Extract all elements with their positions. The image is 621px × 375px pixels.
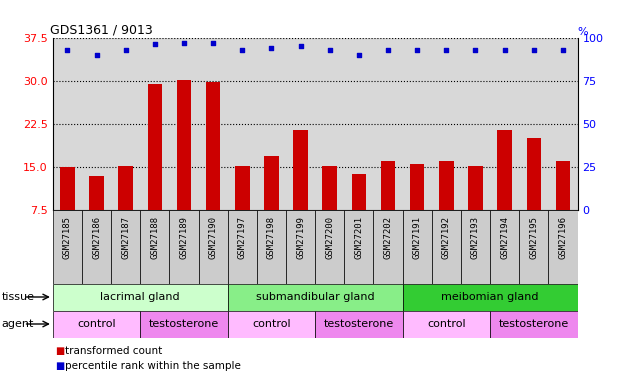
Bar	[119, 166, 133, 210]
Bar	[177, 80, 191, 210]
Bar	[111, 210, 140, 284]
Bar	[315, 310, 402, 338]
Bar	[468, 166, 483, 210]
Bar	[286, 210, 315, 284]
Text: GSM27201: GSM27201	[355, 216, 363, 259]
Bar	[351, 174, 366, 210]
Point	[62, 46, 72, 53]
Bar	[548, 210, 578, 284]
Bar	[89, 176, 104, 210]
Bar	[235, 166, 250, 210]
Point	[500, 46, 510, 53]
Text: GSM27189: GSM27189	[179, 216, 188, 259]
Bar	[344, 210, 373, 284]
Bar	[527, 138, 541, 210]
Text: GSM27195: GSM27195	[529, 216, 538, 259]
Text: transformed count: transformed count	[65, 346, 163, 355]
Bar	[199, 210, 228, 284]
Bar	[293, 130, 308, 210]
Point	[237, 46, 247, 53]
Text: testosterone: testosterone	[149, 319, 219, 329]
Bar	[60, 167, 75, 210]
Text: GDS1361 / 9013: GDS1361 / 9013	[50, 23, 153, 36]
Text: meibomian gland: meibomian gland	[442, 292, 539, 302]
Text: submandibular gland: submandibular gland	[256, 292, 374, 302]
Point	[150, 41, 160, 47]
Bar	[315, 210, 344, 284]
Bar	[490, 310, 578, 338]
Text: control: control	[77, 319, 116, 329]
Bar	[170, 210, 199, 284]
Text: GSM27185: GSM27185	[63, 216, 72, 259]
Text: GSM27202: GSM27202	[384, 216, 392, 259]
Bar	[490, 210, 519, 284]
Text: percentile rank within the sample: percentile rank within the sample	[65, 361, 241, 370]
Point	[296, 43, 306, 49]
Text: tissue: tissue	[1, 292, 34, 302]
Point	[442, 46, 451, 53]
Text: testosterone: testosterone	[324, 319, 394, 329]
Point	[266, 45, 276, 51]
Bar	[257, 210, 286, 284]
Bar	[148, 84, 162, 210]
Bar	[228, 284, 402, 310]
Point	[179, 40, 189, 46]
Text: GSM27199: GSM27199	[296, 216, 305, 259]
Bar	[53, 210, 82, 284]
Text: agent: agent	[1, 319, 34, 329]
Text: control: control	[427, 319, 466, 329]
Text: GSM27192: GSM27192	[442, 216, 451, 259]
Text: GSM27200: GSM27200	[325, 216, 334, 259]
Bar	[556, 161, 570, 210]
Text: lacrimal gland: lacrimal gland	[101, 292, 180, 302]
Bar	[402, 210, 432, 284]
Bar	[373, 210, 402, 284]
Text: GSM27188: GSM27188	[150, 216, 160, 259]
Text: GSM27186: GSM27186	[92, 216, 101, 259]
Text: ■: ■	[55, 346, 64, 355]
Point	[325, 46, 335, 53]
Text: %: %	[578, 27, 588, 37]
Bar	[461, 210, 490, 284]
Point	[354, 52, 364, 58]
Point	[120, 46, 130, 53]
Bar	[381, 161, 396, 210]
Bar	[439, 161, 453, 210]
Text: GSM27196: GSM27196	[558, 216, 568, 259]
Point	[412, 46, 422, 53]
Point	[91, 52, 101, 58]
Text: GSM27191: GSM27191	[413, 216, 422, 259]
Bar	[402, 310, 490, 338]
Point	[529, 46, 539, 53]
Text: GSM27197: GSM27197	[238, 216, 247, 259]
Bar	[402, 284, 578, 310]
Point	[383, 46, 393, 53]
Bar	[497, 130, 512, 210]
Bar	[519, 210, 548, 284]
Bar	[206, 82, 220, 210]
Bar	[432, 210, 461, 284]
Text: control: control	[252, 319, 291, 329]
Text: GSM27193: GSM27193	[471, 216, 480, 259]
Bar	[53, 310, 140, 338]
Text: GSM27190: GSM27190	[209, 216, 217, 259]
Bar	[140, 210, 170, 284]
Bar	[140, 310, 228, 338]
Bar	[228, 310, 315, 338]
Bar	[82, 210, 111, 284]
Bar	[264, 156, 279, 210]
Text: GSM27194: GSM27194	[500, 216, 509, 259]
Bar	[322, 166, 337, 210]
Text: ■: ■	[55, 361, 64, 370]
Text: testosterone: testosterone	[499, 319, 569, 329]
Point	[471, 46, 481, 53]
Point	[208, 40, 218, 46]
Bar	[228, 210, 257, 284]
Text: GSM27187: GSM27187	[121, 216, 130, 259]
Text: GSM27198: GSM27198	[267, 216, 276, 259]
Bar	[410, 164, 425, 210]
Bar	[53, 284, 228, 310]
Point	[558, 46, 568, 53]
